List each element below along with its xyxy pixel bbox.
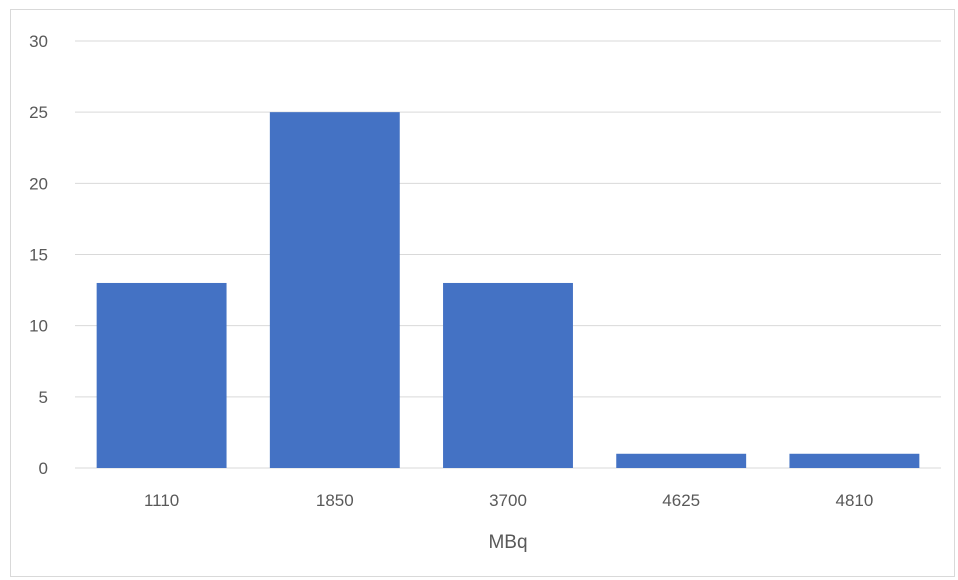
x-axis-title: MBq xyxy=(488,532,527,553)
y-axis-tick-labels: 0 5 10 15 20 25 30 xyxy=(29,32,48,478)
bar-3700 xyxy=(443,282,573,468)
y-tick-label-15: 15 xyxy=(29,246,48,265)
x-tick-label-4810: 4810 xyxy=(835,491,873,510)
x-tick-label-1850: 1850 xyxy=(316,491,354,510)
x-tick-label-3700: 3700 xyxy=(489,491,527,510)
bar-1850 xyxy=(269,112,400,469)
y-tick-label-0: 0 xyxy=(39,459,48,478)
x-tick-label-1110: 1110 xyxy=(144,491,179,510)
bars xyxy=(96,112,920,469)
bar-4625 xyxy=(616,453,747,468)
bar-1110 xyxy=(96,282,227,468)
x-axis-tick-labels: 1110 1850 3700 4625 4810 xyxy=(144,491,873,510)
bar-4810 xyxy=(789,453,920,468)
x-tick-label-4625: 4625 xyxy=(662,491,700,510)
y-tick-label-5: 5 xyxy=(39,388,48,407)
y-tick-label-20: 20 xyxy=(29,174,48,193)
y-tick-label-10: 10 xyxy=(29,317,48,336)
y-tick-label-30: 30 xyxy=(29,32,48,51)
y-tick-label-25: 25 xyxy=(29,103,48,122)
